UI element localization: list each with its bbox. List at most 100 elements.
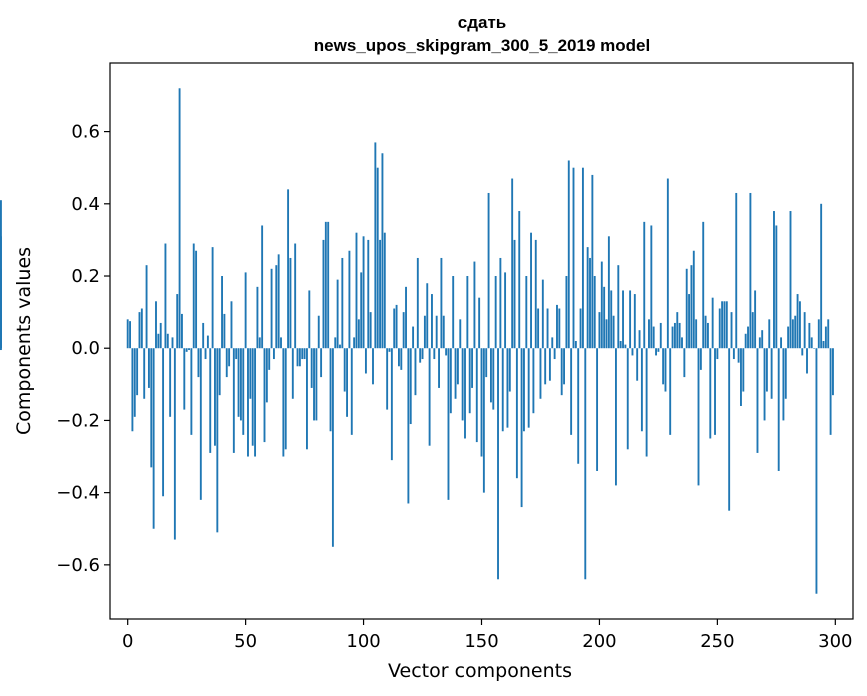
bar — [195, 250, 198, 349]
bar — [829, 348, 832, 435]
bar — [211, 247, 214, 349]
bar — [372, 348, 374, 385]
bar — [747, 326, 749, 349]
bar — [702, 221, 705, 349]
bar — [499, 257, 502, 349]
bar — [655, 348, 657, 356]
bar — [581, 167, 584, 349]
bar — [164, 243, 167, 349]
bar — [721, 301, 724, 349]
bar — [711, 297, 714, 349]
bar — [758, 337, 761, 349]
bar — [697, 348, 700, 486]
bar — [445, 348, 448, 356]
bar — [265, 348, 268, 403]
bar — [669, 348, 672, 435]
bar — [558, 308, 561, 349]
bar — [728, 348, 731, 511]
bar — [381, 153, 384, 349]
bar — [692, 250, 695, 349]
bar — [310, 348, 313, 388]
bar — [239, 348, 242, 421]
bar — [624, 344, 627, 349]
bar — [468, 348, 471, 414]
bar — [520, 348, 523, 508]
bar — [629, 290, 632, 349]
bar — [204, 348, 207, 360]
bar — [640, 348, 643, 432]
bar — [780, 337, 783, 349]
bar — [459, 319, 462, 349]
bar — [765, 348, 768, 392]
bar — [390, 348, 393, 461]
bar — [506, 348, 509, 428]
bar — [298, 348, 301, 367]
bar — [497, 348, 499, 580]
bar — [832, 348, 834, 396]
bar — [277, 254, 280, 349]
bar — [532, 348, 535, 414]
bar — [659, 322, 662, 349]
bar — [263, 348, 266, 443]
bar — [796, 294, 799, 349]
bar — [551, 337, 554, 349]
bar — [775, 225, 778, 349]
bar — [617, 265, 620, 349]
bar — [475, 348, 478, 443]
bar — [152, 348, 155, 529]
bar — [176, 294, 179, 349]
bar — [615, 348, 617, 486]
x-tick-label: 50 — [234, 631, 257, 652]
bar — [553, 348, 556, 360]
bar — [287, 189, 290, 349]
bar — [548, 348, 551, 381]
bar — [622, 290, 624, 349]
bar — [664, 348, 667, 392]
bar — [789, 211, 792, 349]
bar — [386, 348, 389, 410]
bar — [591, 174, 594, 349]
bar — [824, 326, 827, 349]
bar — [199, 348, 202, 500]
bar — [584, 348, 587, 580]
bar — [173, 348, 176, 540]
bar — [447, 348, 450, 500]
x-axis-label: Vector components — [388, 660, 572, 682]
bar — [791, 319, 794, 349]
bar — [225, 348, 228, 378]
bar — [374, 142, 377, 349]
y-tick-label: −0.2 — [56, 410, 100, 431]
bar — [133, 348, 136, 417]
bar — [452, 276, 455, 349]
bar — [346, 348, 348, 417]
y-tick-label: 0.6 — [71, 122, 100, 143]
bar — [369, 312, 372, 349]
bar — [511, 178, 514, 349]
bar — [806, 348, 808, 374]
bar — [433, 348, 436, 360]
bar — [662, 348, 665, 385]
bar — [768, 319, 771, 349]
bar — [574, 341, 577, 349]
bar — [431, 294, 433, 349]
bar — [313, 348, 315, 421]
bar — [138, 312, 141, 349]
bar — [513, 239, 516, 349]
bar — [232, 348, 235, 453]
bar — [254, 348, 257, 457]
bar — [605, 319, 608, 349]
bar — [504, 272, 507, 349]
bar — [749, 192, 752, 349]
bar — [714, 348, 716, 435]
bar — [343, 348, 346, 392]
bar — [718, 308, 721, 349]
bar — [518, 211, 521, 349]
bar — [294, 243, 297, 349]
bar — [589, 257, 591, 349]
bar — [471, 348, 474, 388]
bar — [364, 348, 367, 374]
bar — [666, 178, 669, 349]
bar — [306, 348, 308, 450]
bar — [598, 312, 601, 349]
bar — [810, 337, 813, 349]
